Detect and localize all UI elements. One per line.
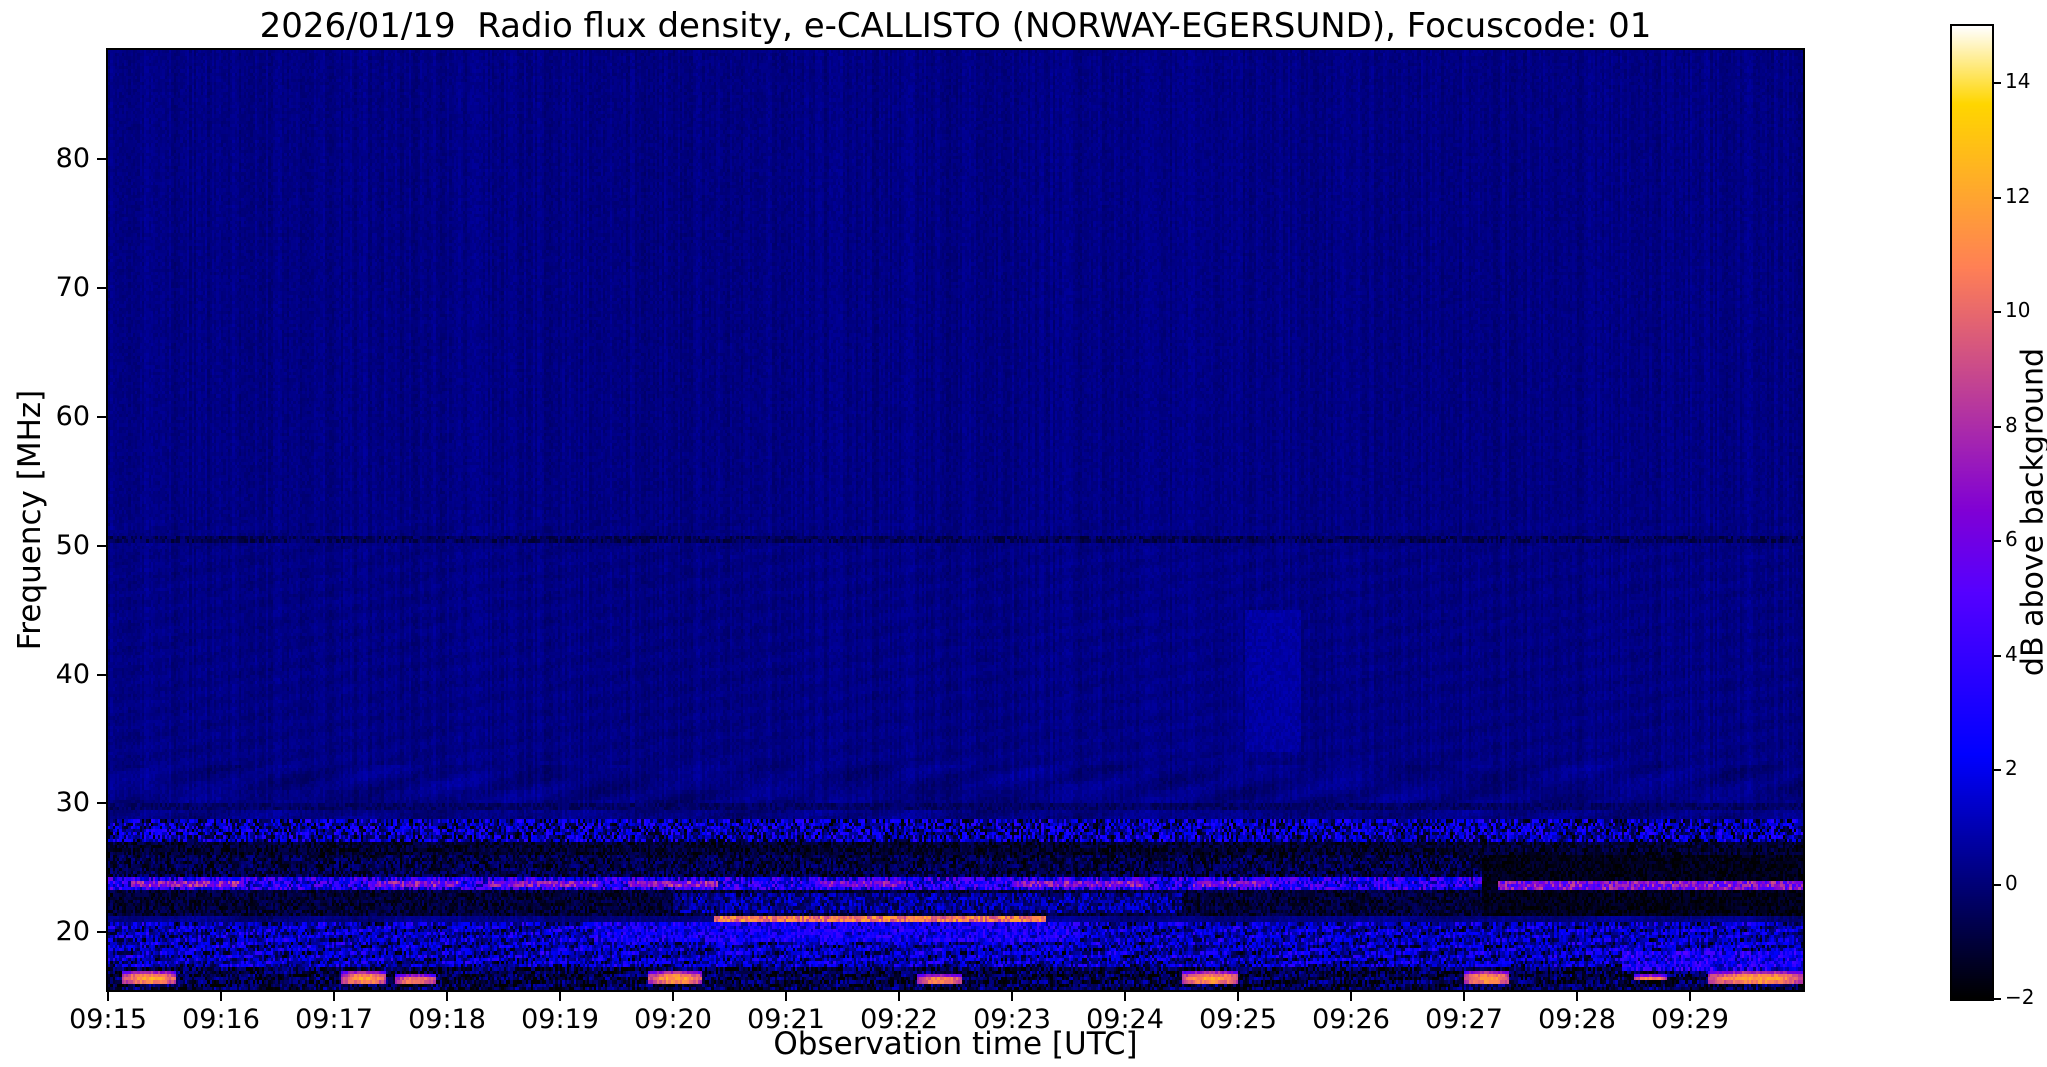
colorbar-tick-mark [1994,311,2001,314]
colorbar-tick-label: 4 [2005,641,2018,666]
y-tick-label: 30 [55,787,90,819]
colorbar-tick-label: 14 [2005,69,2031,94]
colorbar-tick-label: 10 [2005,298,2031,323]
colorbar-tick-mark [1994,540,2001,543]
x-tick-label: 09:28 [1538,1004,1616,1035]
x-tick-mark [672,992,674,1001]
colorbar-tick-label: 8 [2005,412,2018,437]
colorbar-tick-mark [1994,998,2001,1000]
x-tick-label: 09:15 [69,1004,147,1035]
x-tick-label: 09:24 [1086,1004,1164,1035]
x-tick-mark [1011,992,1013,1001]
y-tick-mark [97,158,106,161]
x-tick-mark [220,992,222,1001]
x-tick-mark [785,992,787,1001]
y-tick-label: 70 [55,272,90,304]
colorbar-tick-label: 2 [2005,756,2018,781]
x-tick-label: 09:26 [1312,1004,1390,1035]
x-tick-mark [898,992,900,1001]
y-tick-label: 50 [55,529,90,561]
colorbar-tick-mark [1994,883,2001,886]
colorbar-tick-label: 0 [2005,870,2018,895]
colorbar-tick-mark [1994,196,2001,199]
y-tick-mark [97,544,106,547]
x-tick-mark [559,992,561,1001]
x-tick-label: 09:21 [747,1004,825,1035]
colorbar-tick-label: 12 [2005,183,2031,208]
y-tick-label: 40 [55,658,90,690]
x-tick-label: 09:20 [634,1004,712,1035]
y-tick-mark [97,287,106,290]
x-tick-label: 09:17 [295,1004,373,1035]
spectrogram-canvas [108,50,1803,990]
y-tick-mark [97,673,106,676]
y-tick-mark [97,802,106,805]
y-tick-mark [97,415,106,418]
y-tick-label: 60 [55,400,90,432]
x-tick-label: 09:19 [521,1004,599,1035]
colorbar-tick-mark [1994,425,2001,428]
x-tick-mark [1689,992,1691,1001]
x-tick-label: 09:22 [860,1004,938,1035]
chart-title: 2026/01/19 Radio flux density, e-CALLIST… [259,6,1652,46]
x-tick-label: 09:29 [1651,1004,1729,1035]
x-tick-mark [1463,992,1465,1001]
x-tick-label: 09:27 [1425,1004,1503,1035]
x-tick-label: 09:23 [973,1004,1051,1035]
colorbar-tick-label: −2 [2005,985,2035,1009]
x-tick-mark [1350,992,1352,1001]
x-tick-mark [1576,992,1578,1001]
x-tick-label: 09:25 [1199,1004,1277,1035]
x-tick-mark [333,992,335,1001]
x-tick-mark [446,992,448,1001]
x-axis-label: Observation time [UTC] [773,1026,1138,1062]
colorbar-tick-label: 6 [2005,527,2018,552]
y-tick-label: 20 [55,916,90,948]
x-tick-label: 09:16 [182,1004,260,1035]
colorbar-tick-mark [1994,769,2001,772]
colorbar-gradient [1952,26,1992,999]
x-tick-mark [1237,992,1239,1001]
colorbar-tick-mark [1994,654,2001,657]
x-tick-mark [107,992,109,1001]
x-tick-label: 09:18 [408,1004,486,1035]
x-tick-mark [1124,992,1126,1001]
y-tick-label: 80 [55,143,90,175]
colorbar-label: dB above background [2015,347,2047,677]
y-tick-mark [97,931,106,934]
colorbar-tick-mark [1994,82,2001,85]
